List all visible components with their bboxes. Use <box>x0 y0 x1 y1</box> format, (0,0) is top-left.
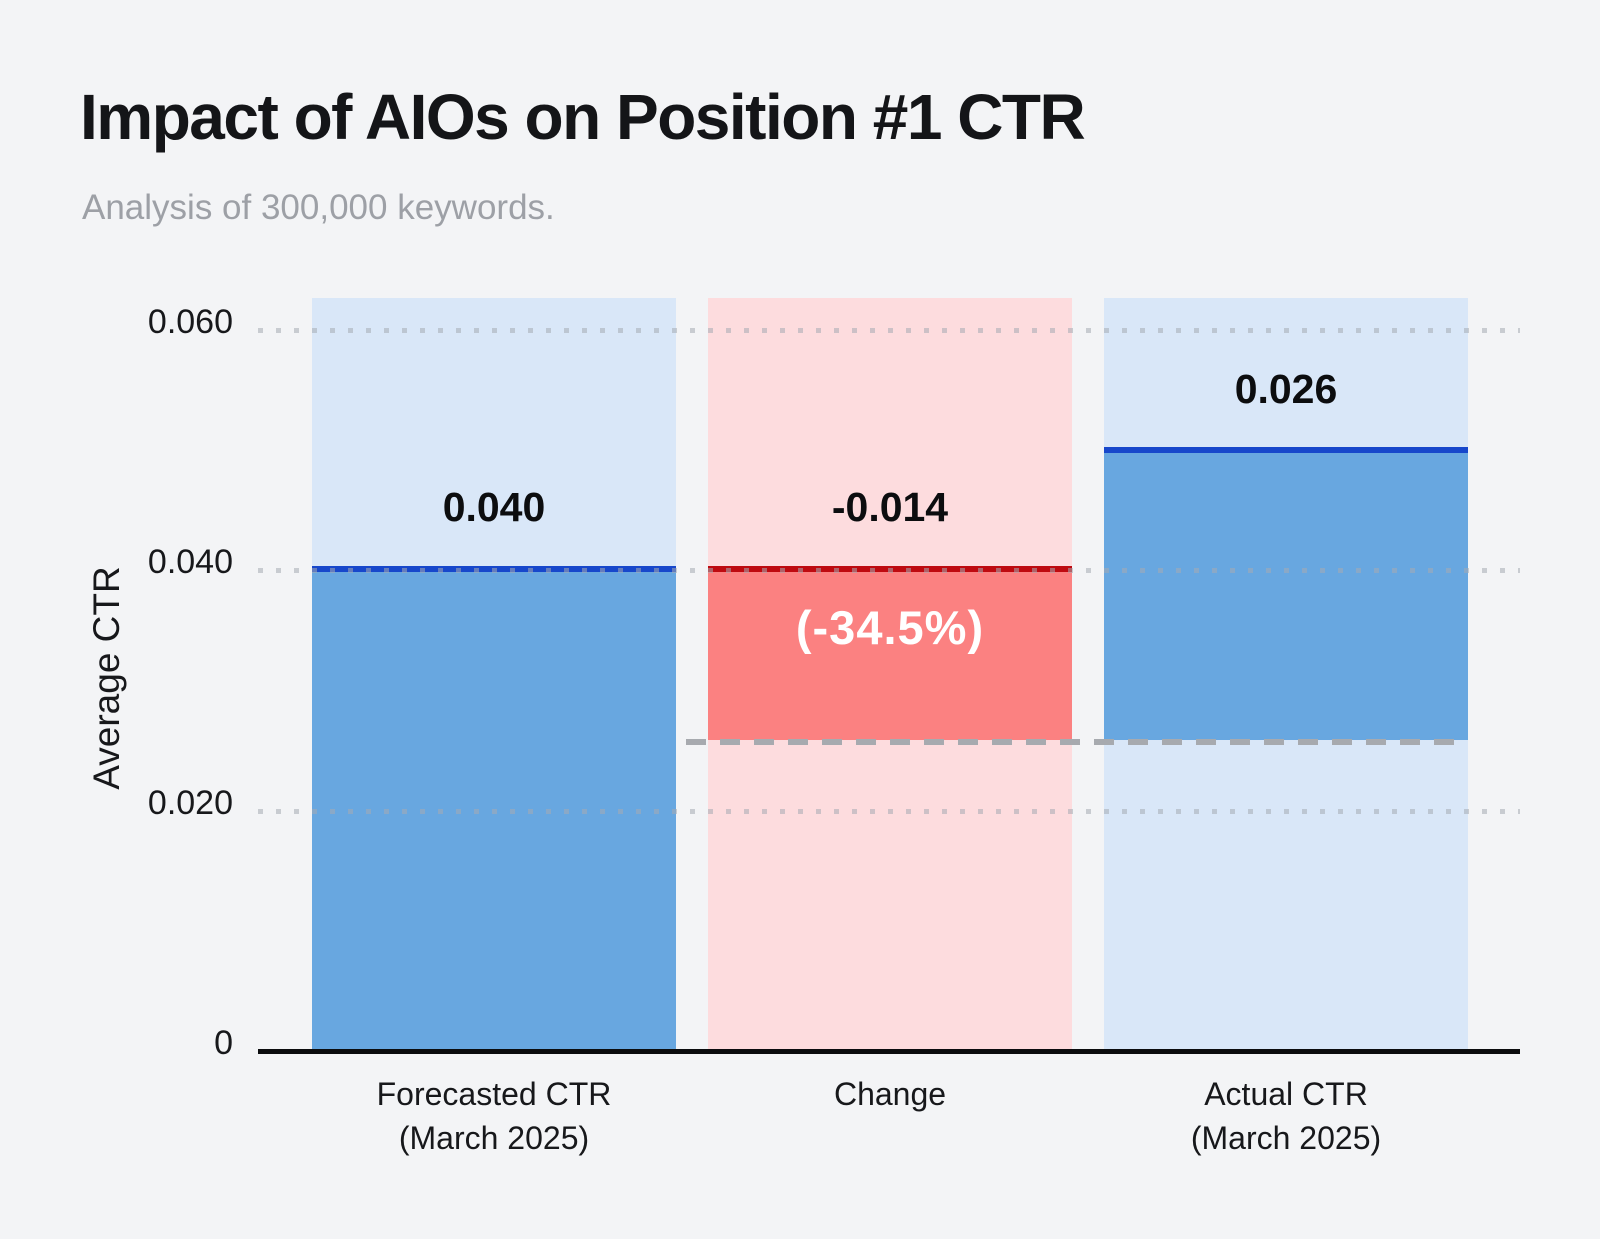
y-tick-0060: 0.060 <box>147 303 233 341</box>
x-label-actual-ctr: Actual CTR (March 2025) <box>1104 1072 1468 1160</box>
gridline-0040 <box>258 568 1520 573</box>
bar-change-percent-label: (-34.5%) <box>795 601 985 654</box>
y-tick-0: 0 <box>214 1024 233 1062</box>
x-label-actual-line2: (March 2025) <box>1190 1120 1382 1156</box>
x-label-change: Change <box>708 1072 1072 1116</box>
x-label-change-line1: Change <box>833 1076 947 1112</box>
gridline-0060 <box>258 328 1520 333</box>
bar-actual-ctr: 0.026 <box>1104 298 1468 1049</box>
bar-change: -0.014 (-34.5%) <box>708 298 1072 1049</box>
x-axis-line <box>258 1049 1520 1054</box>
x-label-forecasted-ctr: Forecasted CTR (March 2025) <box>312 1072 676 1160</box>
gridline-0020 <box>258 809 1520 814</box>
bar-forecasted-ctr: 0.040 <box>312 298 676 1049</box>
bar-change-value-label: -0.014 <box>831 484 949 530</box>
bar-actual-value-line <box>1104 447 1468 453</box>
dashed-connector-line <box>686 739 1468 745</box>
x-label-forecasted-line1: Forecasted CTR <box>376 1076 612 1112</box>
y-tick-0040: 0.040 <box>147 543 233 581</box>
bar-actual-fill <box>1104 453 1468 740</box>
bar-forecasted-value-label: 0.040 <box>442 484 546 530</box>
bar-change-fill <box>708 572 1072 740</box>
chart-subtitle: Analysis of 300,000 keywords. <box>82 188 555 227</box>
x-label-actual-line1: Actual CTR <box>1204 1076 1368 1112</box>
chart-title: Impact of AIOs on Position #1 CTR <box>80 81 1086 153</box>
y-tick-0020: 0.020 <box>147 784 233 822</box>
x-label-forecasted-line2: (March 2025) <box>398 1120 590 1156</box>
bar-actual-value-label: 0.026 <box>1234 366 1338 412</box>
